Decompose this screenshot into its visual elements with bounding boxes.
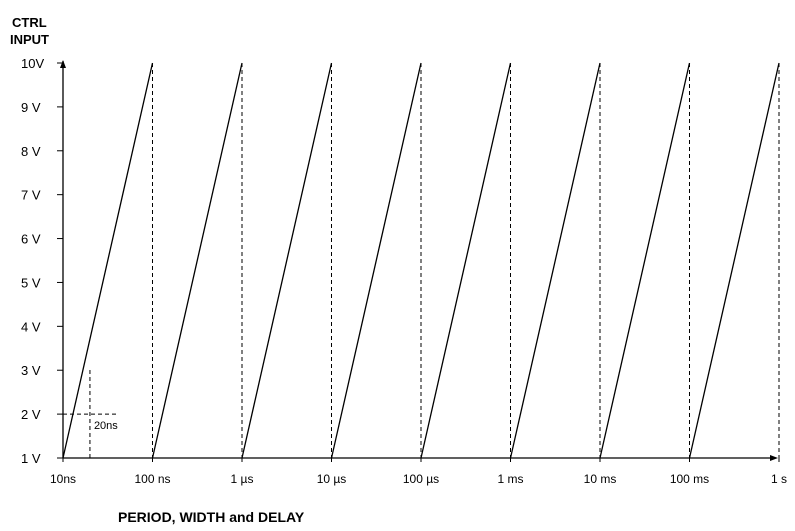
ramp-line bbox=[509, 62, 601, 459]
y-ticks: 1 V 2 V 3 V 4 V 5 V 6 V 7 V 8 V 9 V 10V bbox=[21, 56, 63, 466]
x-tick-label: 100 µs bbox=[403, 472, 439, 486]
ramp-line bbox=[151, 62, 243, 459]
ramp-line bbox=[330, 62, 422, 459]
y-tick-label: 1 V bbox=[21, 451, 41, 466]
x-tick-label: 10 µs bbox=[317, 472, 347, 486]
x-tick-label: 100 ms bbox=[670, 472, 709, 486]
y-tick-label: 9 V bbox=[21, 100, 41, 115]
y-tick-label: 7 V bbox=[21, 188, 41, 203]
y-axis-title-line1: CTRL bbox=[12, 15, 47, 30]
x-tick-label: 10 ms bbox=[584, 472, 617, 486]
x-tick-label: 1 ms bbox=[497, 472, 523, 486]
ramp-line bbox=[241, 62, 333, 459]
y-tick-label: 8 V bbox=[21, 144, 41, 159]
ramp-line bbox=[420, 62, 512, 459]
y-axis-arrow bbox=[60, 60, 66, 68]
ramp-line bbox=[688, 62, 780, 459]
y-tick-label: 6 V bbox=[21, 232, 41, 247]
x-tick-label: 100 ns bbox=[134, 472, 170, 486]
x-ticks: 10ns 100 ns 1 µs 10 µs 100 µs 1 ms 10 ms 100 ms… bbox=[50, 458, 787, 486]
y-axis-title-line2: INPUT bbox=[10, 32, 49, 47]
ramp-line bbox=[62, 62, 154, 459]
y-tick-label: 2 V bbox=[21, 407, 41, 422]
annotation-group: 20ns bbox=[63, 368, 118, 458]
y-tick-label: 10V bbox=[21, 56, 44, 71]
x-axis-arrow bbox=[770, 455, 778, 461]
y-tick-label: 4 V bbox=[21, 319, 41, 334]
annotation-label: 20ns bbox=[94, 420, 118, 432]
x-tick-label: 1 µs bbox=[231, 472, 254, 486]
ramp-line bbox=[599, 62, 691, 459]
y-tick-label: 5 V bbox=[21, 275, 41, 290]
y-tick-label: 3 V bbox=[21, 363, 41, 378]
x-axis-title: PERIOD, WIDTH and DELAY bbox=[118, 509, 305, 525]
ramps bbox=[62, 62, 780, 459]
x-tick-label: 10ns bbox=[50, 472, 76, 486]
x-tick-label: 1 s bbox=[771, 472, 787, 486]
axes bbox=[60, 60, 778, 461]
